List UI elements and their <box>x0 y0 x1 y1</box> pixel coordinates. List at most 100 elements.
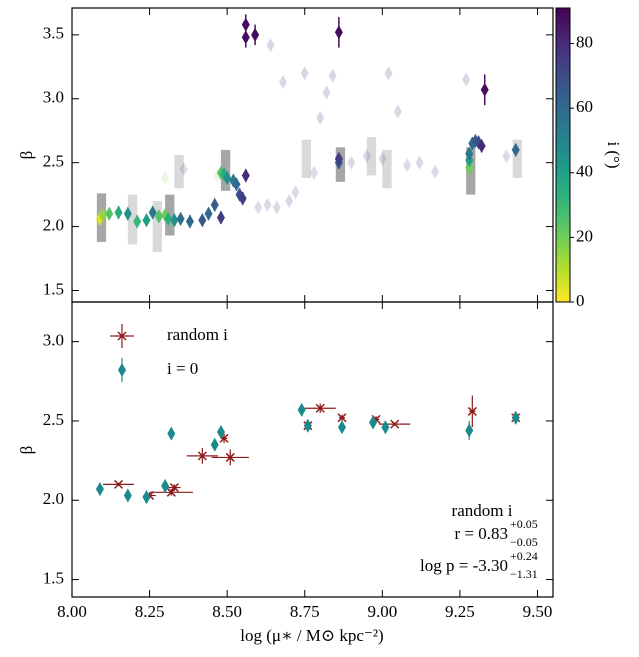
faint-point <box>328 68 337 83</box>
faint-point <box>310 165 319 180</box>
point <box>241 168 250 183</box>
colorbar-tick-label: 80 <box>576 32 593 51</box>
annotation-sup: +0.05 <box>510 517 538 531</box>
colorbar-tick-label: 60 <box>576 97 593 116</box>
annotation: random i <box>452 501 513 520</box>
point <box>154 209 163 224</box>
legend-label: random i <box>167 325 228 344</box>
point <box>467 406 477 416</box>
y-tick-label: 2.0 <box>43 215 64 234</box>
point <box>337 413 347 423</box>
faint-point <box>415 155 424 170</box>
faint-point <box>362 149 371 164</box>
point <box>123 488 132 503</box>
point <box>232 177 241 192</box>
point <box>337 420 346 435</box>
faint-point <box>502 149 511 164</box>
annotation-sup: +0.24 <box>510 549 538 563</box>
colorbar-tick-label: 0 <box>576 291 585 310</box>
range-box <box>366 137 377 176</box>
faint-point <box>322 85 331 100</box>
point <box>241 30 250 45</box>
point <box>315 403 325 413</box>
annotation: log p = -3.30 <box>420 556 508 575</box>
y-tick-label: 1.5 <box>43 568 64 587</box>
x-tick-label: 9.25 <box>445 602 475 621</box>
legend-marker <box>117 331 127 341</box>
point <box>216 425 225 440</box>
faint-point <box>403 158 412 173</box>
point <box>210 197 219 212</box>
faint-point <box>272 200 281 215</box>
colorbar-label: i (°) <box>604 141 623 168</box>
point <box>197 451 207 461</box>
y-tick-label: 3.0 <box>43 88 64 107</box>
point <box>334 25 343 40</box>
y-tick-label: 3.5 <box>43 24 64 43</box>
x-tick-label: 8.25 <box>135 602 165 621</box>
point <box>176 211 185 226</box>
range-box <box>301 139 311 179</box>
faint-point <box>378 151 387 166</box>
point <box>511 410 520 425</box>
point <box>133 214 142 229</box>
point <box>238 191 247 206</box>
y-tick-label: 2.0 <box>43 489 64 508</box>
y-tick-label: 3.0 <box>43 331 64 350</box>
point <box>465 160 474 175</box>
range-box <box>152 201 162 253</box>
point <box>185 214 194 229</box>
colorbar <box>555 7 571 303</box>
point <box>167 426 176 441</box>
point <box>114 205 123 220</box>
faint-point <box>279 75 288 90</box>
plot-frame <box>71 301 554 598</box>
point <box>480 82 489 97</box>
faint-point <box>316 110 325 125</box>
point <box>142 213 151 228</box>
point <box>95 482 104 497</box>
faint-point <box>161 171 170 186</box>
faint-point <box>300 66 309 81</box>
faint-point <box>347 155 356 170</box>
x-tick-label: 8.75 <box>290 602 320 621</box>
point <box>251 27 260 42</box>
faint-point <box>291 185 300 200</box>
faint-point <box>179 162 188 177</box>
faint-point <box>254 200 263 215</box>
faint-point <box>393 104 402 119</box>
point <box>204 206 213 221</box>
annotation-sub: −1.31 <box>510 567 538 581</box>
legend-marker <box>118 363 126 377</box>
point <box>161 478 170 493</box>
annotation-sub: −0.05 <box>510 535 538 549</box>
range-box <box>512 139 522 179</box>
point <box>225 452 235 462</box>
point <box>170 213 179 228</box>
x-tick-label: 9.50 <box>523 602 553 621</box>
point <box>334 151 343 166</box>
faint-point <box>263 197 272 212</box>
range-box <box>174 155 184 189</box>
point <box>216 210 225 225</box>
point <box>223 171 232 186</box>
point <box>477 139 486 154</box>
point <box>114 479 124 489</box>
y-axis-label: β <box>17 151 36 160</box>
colorbar-tick-label: 20 <box>576 226 593 245</box>
point <box>169 483 179 493</box>
point <box>164 211 173 226</box>
point <box>142 490 151 505</box>
range-box <box>382 149 392 189</box>
faint-point <box>285 194 294 209</box>
point <box>511 142 520 157</box>
plot-frame <box>71 7 554 303</box>
point <box>381 420 390 435</box>
colorbar-tick-label: 40 <box>576 162 593 181</box>
point <box>297 402 306 417</box>
x-tick-label: 8.00 <box>57 602 87 621</box>
y-tick-label: 2.5 <box>43 152 64 171</box>
point <box>390 419 400 429</box>
faint-point <box>431 164 440 179</box>
